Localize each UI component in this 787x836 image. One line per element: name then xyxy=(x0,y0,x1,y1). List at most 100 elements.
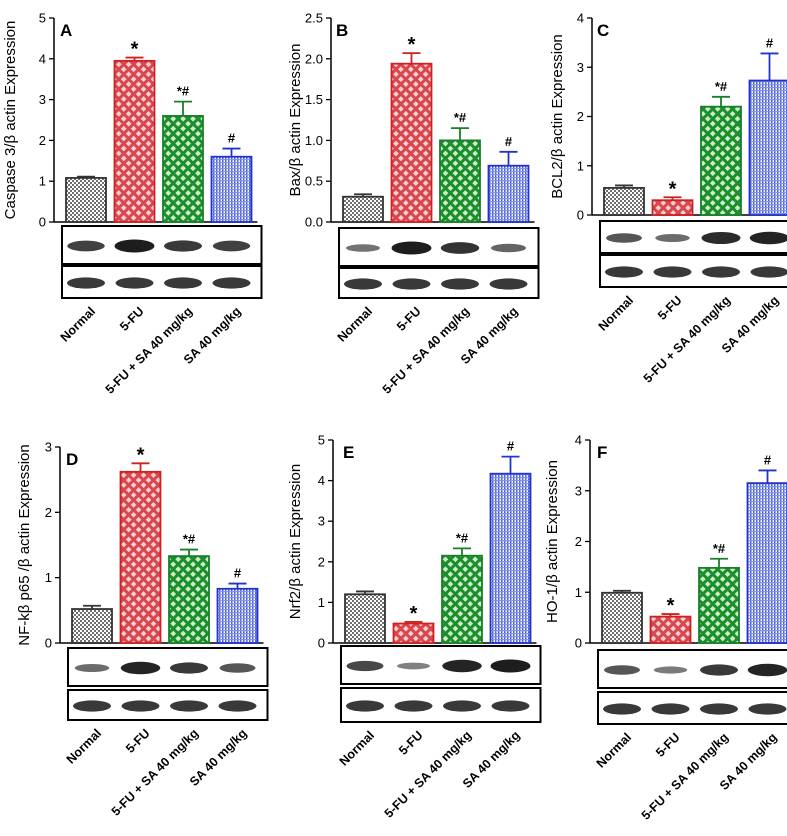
x-category-label: Normal xyxy=(335,304,375,344)
bar-normal xyxy=(601,591,643,644)
bar-5fu-sa xyxy=(698,566,740,644)
blot-band xyxy=(750,266,787,278)
y-tick-label: 3 xyxy=(39,92,46,107)
significance-label: # xyxy=(505,134,513,149)
blot-band xyxy=(748,703,787,715)
y-axis-label: Nrf2/β actin Expression xyxy=(287,464,304,619)
y-tick-label: 5 xyxy=(39,11,46,26)
y-tick-label: 4 xyxy=(39,51,46,66)
target-protein-blot xyxy=(338,227,540,267)
y-tick-label: 0.5 xyxy=(305,174,323,189)
x-category-label: 5-FU + SA 40 mg/kg xyxy=(382,728,474,820)
significance-label: *# xyxy=(713,541,726,556)
y-tick-label: 2 xyxy=(318,554,325,569)
y-tick-label: 0 xyxy=(45,636,52,651)
significance-label: *# xyxy=(183,532,196,547)
x-category-label: Normal xyxy=(596,293,636,333)
bar-5fu-sa xyxy=(441,554,483,644)
x-category-label: 5-FU + SA 40 mg/kg xyxy=(103,304,195,396)
significance-label: * xyxy=(408,34,416,56)
significance-label: * xyxy=(669,178,677,200)
x-category-label: 5-FU xyxy=(396,728,426,758)
blot-band xyxy=(490,659,531,673)
bar-5fu xyxy=(113,59,156,223)
blot-band xyxy=(604,665,640,675)
significance-label: # xyxy=(766,35,774,50)
bar-5fu-sa xyxy=(439,139,481,223)
x-category-label: Normal xyxy=(58,304,98,344)
blot-band xyxy=(346,244,380,252)
blot-band xyxy=(170,662,208,674)
x-category-label: Normal xyxy=(594,730,634,770)
y-tick-label: 0 xyxy=(575,636,582,651)
blot-band xyxy=(491,700,530,712)
bar-5fu xyxy=(649,615,692,644)
blot-band xyxy=(441,278,479,290)
blot-band xyxy=(67,277,105,289)
significance-label: * xyxy=(410,603,418,625)
bar-normal xyxy=(65,177,107,223)
y-tick-label: 2.5 xyxy=(305,11,323,26)
panel-a: A 0 1 2 3 4 5 Caspase 3/β actin Expression * *# # N… xyxy=(2,11,263,397)
y-axis-label: Bax/β actin Expression xyxy=(287,44,304,197)
panel-label: D xyxy=(66,450,78,469)
blot-band xyxy=(442,659,482,673)
y-tick-label: 2.0 xyxy=(305,51,323,66)
blot-band xyxy=(700,703,738,715)
panel-b: B 0.0 0.5 1.0 1.5 2.0 2.5 Bax/β actin Expressio… xyxy=(287,11,540,397)
panel-label: B xyxy=(336,21,348,40)
y-tick-label: 4 xyxy=(575,433,582,448)
x-category-label: 5-FU xyxy=(117,304,147,334)
bar-5fu xyxy=(390,62,433,223)
y-tick-label: 0.0 xyxy=(305,215,323,230)
panel-label: E xyxy=(343,443,354,462)
y-axis-label: BCL2/β actin Expression xyxy=(549,34,566,199)
panel-label: F xyxy=(597,443,607,462)
significance-label: * xyxy=(137,444,145,466)
blot-band xyxy=(651,703,690,715)
y-tick-label: 2 xyxy=(575,534,582,549)
blot-band xyxy=(170,700,208,712)
y-tick-label: 5 xyxy=(318,433,325,448)
blot-band xyxy=(120,661,161,675)
x-category-label: 5-FU + SA 40 mg/kg xyxy=(380,304,472,396)
blot-band xyxy=(73,700,111,712)
blot-band xyxy=(74,663,110,673)
beta-actin-blot xyxy=(67,689,269,721)
y-tick-label: 2 xyxy=(45,505,52,520)
significance-label: # xyxy=(507,439,515,454)
blot-band xyxy=(346,660,384,672)
beta-actin-blot xyxy=(599,254,787,288)
bar-normal xyxy=(342,195,384,223)
bar-normal xyxy=(603,187,645,216)
y-tick-label: 3 xyxy=(577,60,584,75)
blot-band xyxy=(747,663,787,677)
panel-label: C xyxy=(597,21,609,40)
y-tick-label: 1 xyxy=(318,595,325,610)
blot-band xyxy=(653,266,692,278)
x-category-label: 5-FU xyxy=(394,304,424,334)
blot-band xyxy=(344,278,382,290)
blot-band xyxy=(392,278,431,290)
x-category-label: 5-FU xyxy=(655,293,685,323)
blot-band xyxy=(394,700,433,712)
y-tick-label: 3 xyxy=(318,514,325,529)
blot-band xyxy=(603,703,641,715)
blot-band xyxy=(212,277,251,289)
x-category-label: 5-FU xyxy=(653,730,683,760)
bar-5fu xyxy=(392,622,435,644)
x-category-label: 5-FU + SA 40 mg/kg xyxy=(641,293,733,385)
significance-label: # xyxy=(764,452,772,467)
bar-5fu-sa xyxy=(700,105,742,216)
blot-band xyxy=(653,666,688,674)
bar-sa xyxy=(746,482,787,644)
y-axis-label: HO-1/β actin Expression xyxy=(544,460,561,623)
y-tick-label: 4 xyxy=(318,473,325,488)
bar-5fu xyxy=(651,199,694,216)
y-tick-label: 3 xyxy=(45,440,52,455)
bar-sa xyxy=(489,472,532,644)
beta-actin-blot xyxy=(597,691,787,725)
y-tick-label: 1 xyxy=(575,585,582,600)
blot-band xyxy=(346,700,384,712)
